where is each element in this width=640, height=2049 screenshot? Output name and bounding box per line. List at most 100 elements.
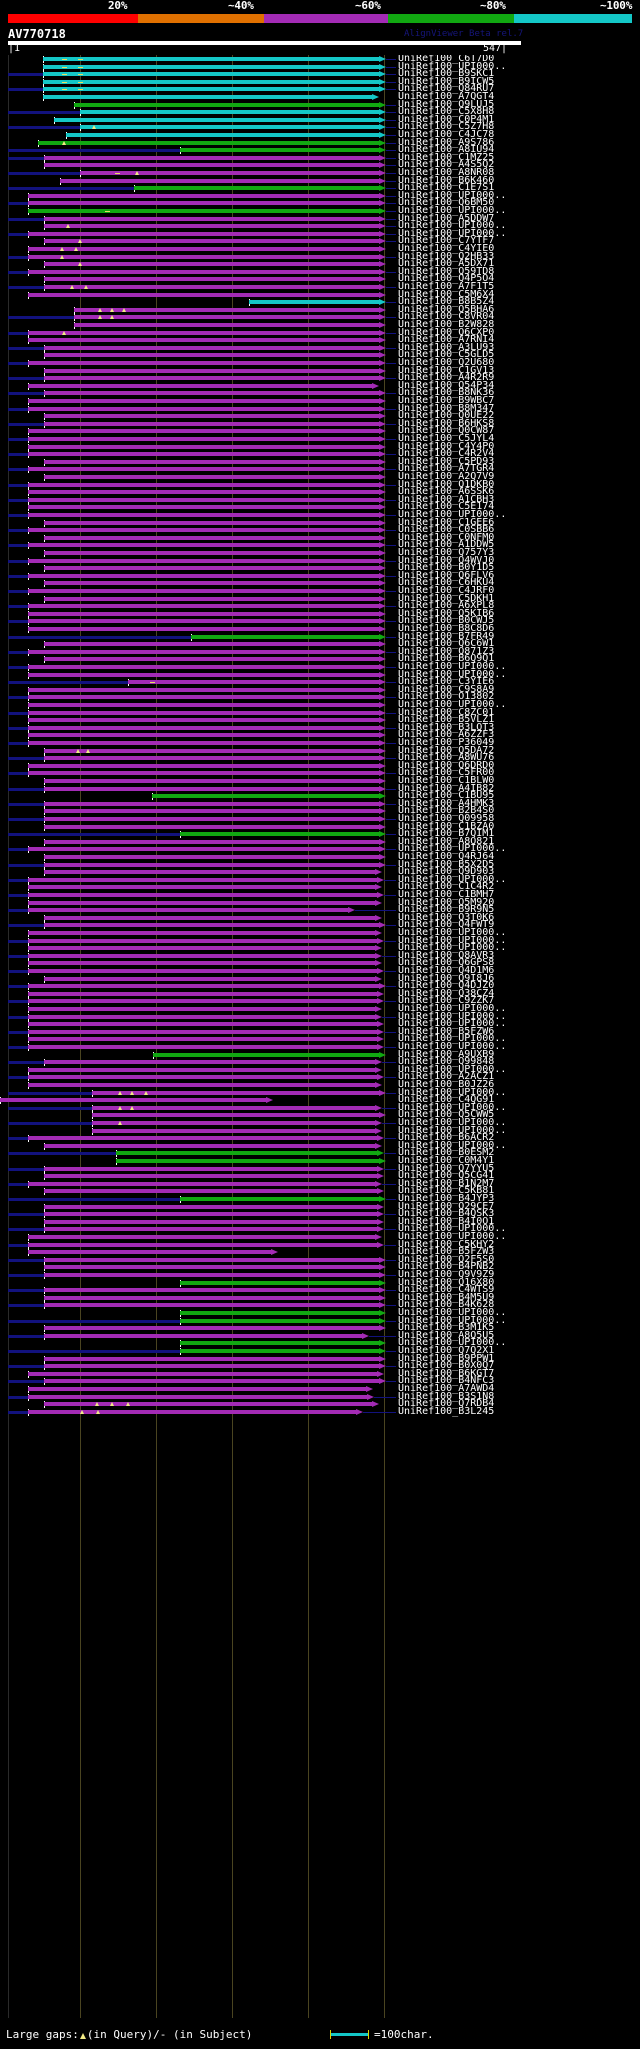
hit-label[interactable]: UniRef100_UPI000.. — [398, 1337, 507, 1349]
alignment-row[interactable]: UniRef100_Q6FLV6 — [0, 570, 640, 580]
hit-label[interactable]: UniRef100_C4JC78 — [398, 129, 495, 140]
hit-label[interactable]: UniRef100_Q84RU7 — [398, 83, 495, 95]
hit-label[interactable]: UniRef100_UPI000.. — [398, 699, 507, 710]
alignment-row[interactable]: UniRef100_C4WTS9 — [0, 1285, 640, 1295]
alignment-row[interactable]: UniRef100_C5GLD5 — [0, 350, 640, 360]
hit-bar[interactable] — [44, 1303, 379, 1308]
hit-label[interactable]: UniRef100_C0NFM0 — [398, 531, 495, 543]
alignment-row[interactable]: UniRef100_UPI000.. — [0, 1232, 640, 1242]
hit-bar[interactable] — [44, 1326, 379, 1331]
hit-bar[interactable] — [44, 581, 379, 586]
hit-bar[interactable] — [28, 1067, 375, 1072]
alignment-row[interactable]: UniRef100_UPI000.. — [0, 228, 640, 238]
alignment-row[interactable]: UniRef100_B6Q9Q1 — [0, 654, 640, 664]
hit-bar[interactable] — [43, 64, 379, 69]
hit-bar[interactable] — [44, 786, 379, 791]
hit-label[interactable]: UniRef100_C0P4M1 — [398, 113, 495, 125]
hit-bar[interactable] — [44, 1379, 379, 1384]
hit-bar[interactable] — [28, 1371, 377, 1376]
alignment-row[interactable]: UniRef100_B0CWJ5 — [0, 616, 640, 626]
alignment-row[interactable]: UniRef100_Q0CW87 — [0, 425, 640, 437]
hit-bar[interactable] — [74, 315, 379, 320]
alignment-row[interactable]: UniRef100_C1BZA0 — [0, 821, 640, 831]
alignment-row[interactable]: UniRef100_A7F1T5 — [0, 282, 640, 292]
alignment-row[interactable]: UniRef100_B4PNB2 — [0, 1262, 640, 1272]
alignment-row[interactable]: UniRef100_UPI000.. — [0, 1315, 640, 1325]
alignment-row[interactable]: UniRef100_A8Q5U5 — [0, 1330, 640, 1340]
hit-label[interactable]: UniRef100_B5FZW6 — [398, 1025, 495, 1037]
hit-label[interactable]: UniRef100_A4R2R9 — [398, 372, 495, 384]
hit-bar[interactable] — [28, 710, 379, 715]
hit-bar[interactable] — [44, 1333, 362, 1338]
hit-bar[interactable] — [153, 1052, 379, 1057]
alignment-row[interactable]: UniRef100_UPI000.. — [0, 943, 640, 953]
hit-bar[interactable] — [44, 976, 375, 981]
hit-bar[interactable] — [44, 1227, 377, 1232]
hit-label[interactable]: UniRef100_C0SBB6 — [398, 524, 495, 536]
alignment-row[interactable]: UniRef100_UPI000.. — [0, 61, 640, 71]
hit-label[interactable]: UniRef100_B8M347 — [398, 402, 495, 414]
hit-label[interactable]: UniRef100_Q6DRD0 — [398, 759, 495, 771]
hit-bar[interactable] — [28, 231, 379, 236]
hit-bar[interactable] — [28, 1394, 367, 1399]
hit-label[interactable]: UniRef100_C8VR04 — [398, 311, 495, 323]
hit-bar[interactable] — [28, 437, 379, 441]
alignment-row[interactable]: UniRef100_A9S786 — [0, 137, 640, 147]
hit-bar[interactable] — [28, 1136, 377, 1141]
hit-label[interactable]: UniRef100_Q4D1M6 — [398, 965, 495, 976]
hit-label[interactable]: UniRef100_C1BU95 — [398, 790, 495, 802]
alignment-row[interactable]: UniRef100_B9SKC1 — [0, 69, 640, 79]
hit-label[interactable]: UniRef100_B3LQT3 — [398, 721, 495, 733]
hit-label[interactable]: UniRef100_B6KGT7 — [398, 1367, 495, 1379]
hit-label[interactable]: UniRef100_UPI000.. — [398, 1003, 507, 1014]
hit-bar[interactable] — [44, 353, 379, 358]
alignment-row[interactable]: UniRef100_B9PPW1 — [0, 1352, 640, 1364]
alignment-row[interactable]: UniRef100_UPI000.. — [0, 510, 640, 520]
hit-bar[interactable] — [44, 1060, 375, 1065]
hit-label[interactable]: UniRef100_Q38CZ4 — [398, 987, 495, 999]
hit-bar[interactable] — [44, 824, 379, 829]
hit-bar[interactable] — [28, 649, 379, 654]
hit-label[interactable]: UniRef100_Q99848 — [398, 1056, 495, 1068]
hit-label[interactable]: UniRef100_B8NK36 — [398, 387, 495, 399]
hit-bar[interactable] — [44, 1212, 377, 1217]
hit-bar[interactable] — [180, 1349, 379, 1353]
hit-label[interactable]: UniRef100_A8IU94 — [398, 144, 495, 156]
hit-label[interactable]: UniRef100_Q0CW87 — [398, 425, 495, 437]
hit-label[interactable]: UniRef100_B1N2M7 — [398, 1177, 495, 1189]
hit-label[interactable]: UniRef100_B7QIM1 — [398, 828, 495, 840]
hit-bar[interactable] — [44, 1265, 379, 1270]
hit-bar[interactable] — [28, 452, 379, 457]
hit-bar[interactable] — [180, 1197, 379, 1201]
hit-bar[interactable] — [28, 687, 379, 692]
alignment-row[interactable]: UniRef100_A8IU94 — [0, 144, 640, 156]
alignment-row[interactable]: UniRef100_B4K628 — [0, 1300, 640, 1310]
alignment-row[interactable]: UniRef100_Q8AVR3 — [0, 950, 640, 960]
hit-bar[interactable] — [44, 862, 379, 867]
hit-label[interactable]: UniRef100_UPI000.. — [398, 1033, 507, 1045]
hit-bar[interactable] — [92, 1128, 375, 1133]
hit-label[interactable]: UniRef100_UPI000.. — [398, 934, 507, 946]
alignment-row[interactable]: UniRef100_C1BLW0 — [0, 776, 640, 786]
alignment-row[interactable]: UniRef100_C1E7S1 — [0, 183, 640, 193]
hit-label[interactable]: UniRef100_B9PPW1 — [398, 1352, 495, 1364]
hit-label[interactable]: UniRef100_UPI000.. — [398, 843, 507, 855]
hit-bar[interactable] — [44, 262, 379, 267]
hit-label[interactable]: UniRef100_Q4P5O4 — [398, 273, 495, 285]
hit-bar[interactable] — [44, 1219, 377, 1224]
hit-label[interactable]: UniRef100_C3YIE6 — [398, 676, 495, 688]
alignment-row[interactable]: UniRef100_UPI000.. — [0, 1087, 640, 1097]
hit-bar[interactable] — [43, 79, 379, 84]
hit-label[interactable]: UniRef100_A4HMK3 — [398, 797, 495, 809]
hit-label[interactable]: UniRef100_B2W828 — [398, 319, 495, 330]
alignment-row[interactable]: UniRef100_UPI000.. — [0, 221, 640, 231]
hit-label[interactable]: UniRef100_A5DDW7 — [398, 212, 495, 224]
alignment-row[interactable]: UniRef100_B3M1K5 — [0, 1322, 640, 1334]
hit-label[interactable]: UniRef100_B0JZ26 — [398, 1079, 495, 1090]
hit-bar[interactable] — [28, 1387, 366, 1391]
hit-label[interactable]: UniRef100_B3M1K5 — [398, 1322, 495, 1334]
hit-label[interactable]: UniRef100_UPI000.. — [398, 1223, 507, 1235]
alignment-row[interactable]: UniRef100_B7QIM1 — [0, 828, 640, 840]
alignment-row[interactable]: UniRef100_A4HMK3 — [0, 797, 640, 809]
hit-label[interactable]: UniRef100_B4JYP3 — [398, 1193, 495, 1204]
